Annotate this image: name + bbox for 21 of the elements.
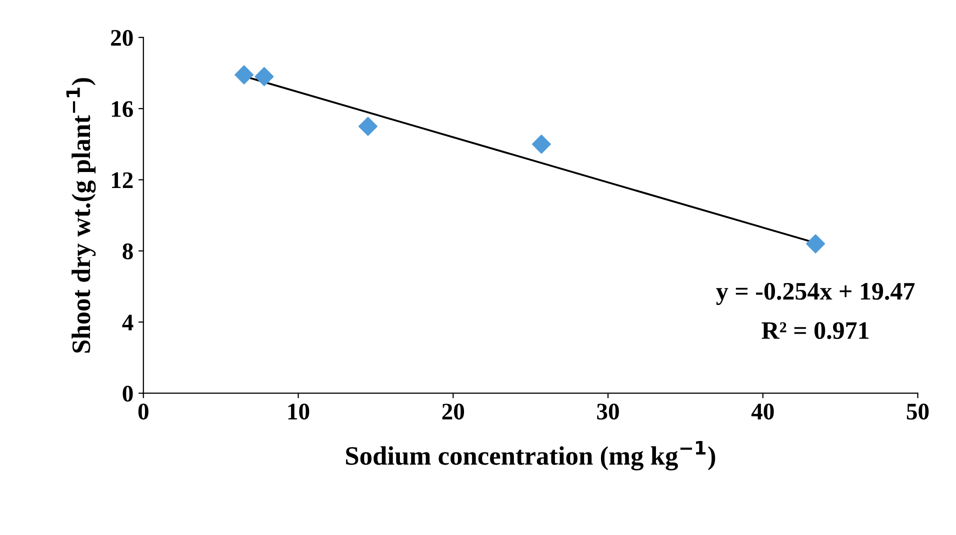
- x-tick-label: 10: [288, 404, 310, 420]
- y-tick-label: 12: [112, 172, 133, 188]
- x-tick-label: 30: [597, 404, 619, 420]
- y-axis-title: Shoot dry wt.(g plant$^{−1}$): [66, 78, 96, 353]
- y-tick-label: 8: [122, 243, 133, 260]
- point: [254, 67, 274, 86]
- point: [806, 234, 826, 254]
- annotation: y = -0.254x + 19.47: [716, 282, 915, 305]
- x-tick-label: 50: [906, 404, 929, 420]
- x-tick-label: 0: [138, 404, 148, 420]
- x-axis-title: Sodium concentration (mg kg$^{−1}$): [346, 441, 716, 470]
- point: [358, 116, 378, 136]
- x-tick-label: 20: [442, 404, 464, 420]
- y-tick-label: 20: [111, 30, 133, 46]
- x-tick-label: 40: [751, 404, 774, 420]
- point: [234, 65, 254, 84]
- y-tick-label: 16: [112, 101, 133, 118]
- y-tick-label: 4: [122, 314, 134, 330]
- point: [532, 134, 551, 154]
- y-tick-label: 0: [122, 386, 133, 402]
- annotation: R² = 0.971: [762, 322, 869, 340]
